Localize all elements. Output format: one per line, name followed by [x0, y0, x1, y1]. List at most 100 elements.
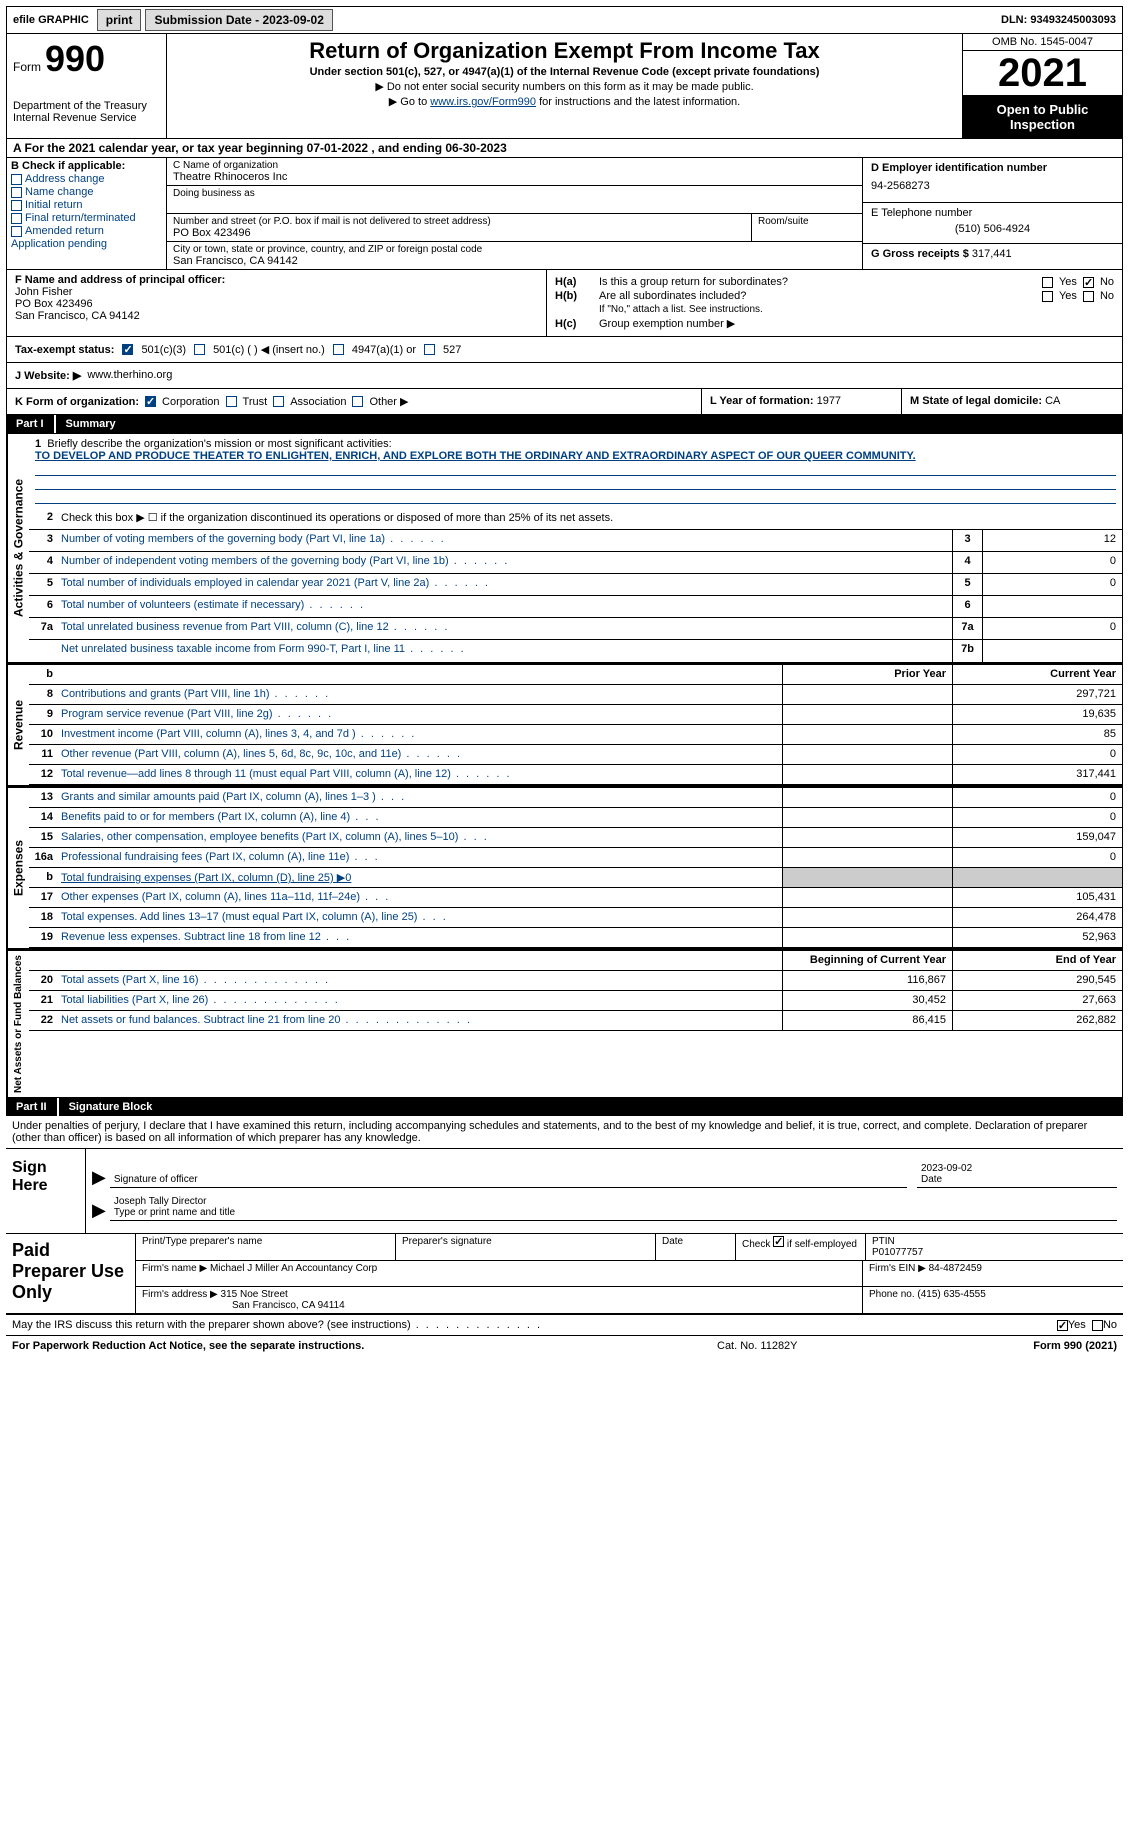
checkbox-final-return[interactable]	[11, 213, 22, 224]
submission-date-button[interactable]: Submission Date - 2023-09-02	[145, 9, 332, 31]
tel-value: (510) 506-4924	[871, 219, 1114, 239]
checkboxes-column: B Check if applicable: Address change Na…	[7, 158, 167, 269]
form-header: Form 990 Department of the Treasury Inte…	[6, 34, 1123, 139]
ha-no[interactable]	[1083, 277, 1094, 288]
ein-label: D Employer identification number	[871, 162, 1114, 174]
org-name-label: C Name of organization	[173, 160, 856, 171]
check-501c[interactable]	[194, 344, 205, 355]
summary-row: Net unrelated business taxable income fr…	[29, 640, 1122, 662]
revenue-row: 8 Contributions and grants (Part VIII, l…	[29, 685, 1122, 705]
open-inspection: Open to Public Inspection	[963, 96, 1122, 138]
check-assoc[interactable]	[273, 396, 284, 407]
org-name: Theatre Rhinoceros Inc	[173, 171, 856, 183]
summary-row: 5 Total number of individuals employed i…	[29, 574, 1122, 596]
sign-here-label: Sign Here	[6, 1149, 86, 1233]
netassets-section: Net Assets or Fund Balances Beginning of…	[6, 949, 1123, 1098]
gross-label: G Gross receipts $	[871, 248, 969, 260]
revenue-row: 10 Investment income (Part VIII, column …	[29, 725, 1122, 745]
gross-value: 317,441	[972, 248, 1012, 260]
dept-treasury: Department of the Treasury	[13, 100, 160, 112]
hb-no[interactable]	[1083, 291, 1094, 302]
paperwork-notice: For Paperwork Reduction Act Notice, see …	[12, 1340, 717, 1352]
ein-column: D Employer identification number 94-2568…	[862, 158, 1122, 269]
side-netassets: Net Assets or Fund Balances	[7, 951, 29, 1097]
box-b-title: B Check if applicable:	[11, 160, 162, 172]
expense-row: b Total fundraising expenses (Part IX, c…	[29, 868, 1122, 888]
officer-signature-field[interactable]: Signature of officer	[110, 1161, 907, 1188]
header-left: Form 990 Department of the Treasury Inte…	[7, 34, 167, 138]
discuss-no[interactable]	[1092, 1320, 1103, 1331]
period-row: A For the 2021 calendar year, or tax yea…	[6, 139, 1123, 158]
print-button[interactable]: print	[97, 9, 142, 31]
check-other[interactable]	[352, 396, 363, 407]
checkbox-amended[interactable]	[11, 226, 22, 237]
checkbox-name-change[interactable]	[11, 187, 22, 198]
org-city: San Francisco, CA 94142	[173, 255, 856, 267]
discuss-yes[interactable]	[1057, 1320, 1068, 1331]
city-label: City or town, state or province, country…	[173, 244, 856, 255]
ssn-note: ▶ Do not enter social security numbers o…	[173, 80, 956, 93]
part1-header: Part I Summary	[6, 415, 1123, 433]
paid-preparer-label: Paid Preparer Use Only	[6, 1234, 136, 1313]
header-center: Return of Organization Exempt From Incom…	[167, 34, 962, 138]
ha-yes[interactable]	[1042, 277, 1053, 288]
tax-year: 2021	[963, 51, 1122, 96]
form-container: efile GRAPHIC print Submission Date - 20…	[0, 0, 1129, 1362]
identity-block: B Check if applicable: Address change Na…	[6, 158, 1123, 270]
top-toolbar: efile GRAPHIC print Submission Date - 20…	[6, 6, 1123, 34]
netasset-row: 21 Total liabilities (Part X, line 26) 3…	[29, 991, 1122, 1011]
activities-section: Activities & Governance 1 Briefly descri…	[6, 433, 1123, 663]
summary-row: 6 Total number of volunteers (estimate i…	[29, 596, 1122, 618]
header-right: OMB No. 1545-0047 2021 Open to Public In…	[962, 34, 1122, 138]
room-suite-label: Room/suite	[752, 214, 862, 241]
summary-row: 3 Number of voting members of the govern…	[29, 530, 1122, 552]
officer-block: F Name and address of principal officer:…	[6, 270, 1123, 337]
ein-value: 94-2568273	[871, 174, 1114, 198]
form-number: 990	[45, 38, 105, 80]
arrow-icon: ▶	[92, 1200, 106, 1221]
side-expenses: Expenses	[7, 788, 29, 948]
preparer-block: Paid Preparer Use Only Print/Type prepar…	[6, 1234, 1123, 1315]
org-address: PO Box 423496	[173, 227, 745, 239]
checkbox-address-change[interactable]	[11, 174, 22, 185]
part2-header: Part II Signature Block	[6, 1098, 1123, 1116]
expense-row: 15 Salaries, other compensation, employe…	[29, 828, 1122, 848]
cat-number: Cat. No. 11282Y	[717, 1340, 917, 1352]
dln-label: DLN: 93493245003093	[1001, 14, 1122, 26]
revenue-section: Revenue b Prior Year Current Year 8 Cont…	[6, 663, 1123, 786]
mission-text: TO DEVELOP AND PRODUCE THEATER TO ENLIGH…	[35, 450, 1116, 462]
form-footer: Form 990 (2021)	[917, 1340, 1117, 1352]
expense-row: 14 Benefits paid to or for members (Part…	[29, 808, 1122, 828]
officer-name: John Fisher	[15, 286, 538, 298]
expense-row: 16a Professional fundraising fees (Part …	[29, 848, 1122, 868]
summary-row: 4 Number of independent voting members o…	[29, 552, 1122, 574]
dba-label: Doing business as	[173, 188, 856, 199]
tax-status-row: Tax-exempt status: 501(c)(3) 501(c) ( ) …	[6, 337, 1123, 363]
irs-link[interactable]: www.irs.gov/Form990	[430, 96, 536, 108]
check-corp[interactable]	[145, 396, 156, 407]
expense-row: 17 Other expenses (Part IX, column (A), …	[29, 888, 1122, 908]
group-return-info: H(a) Is this a group return for subordin…	[547, 270, 1122, 336]
check-4947[interactable]	[333, 344, 344, 355]
org-form-row: K Form of organization: Corporation Trus…	[6, 389, 1123, 415]
officer-city: San Francisco, CA 94142	[15, 310, 538, 322]
check-527[interactable]	[424, 344, 435, 355]
form-word: Form	[13, 60, 41, 74]
officer-info: F Name and address of principal officer:…	[7, 270, 547, 336]
form-subtitle: Under section 501(c), 527, or 4947(a)(1)…	[173, 66, 956, 78]
checkbox-initial-return[interactable]	[11, 200, 22, 211]
omb-number: OMB No. 1545-0047	[963, 34, 1122, 51]
revenue-row: 9 Program service revenue (Part VIII, li…	[29, 705, 1122, 725]
hb-yes[interactable]	[1042, 291, 1053, 302]
website-row: J Website: ▶ www.therhino.org	[6, 363, 1123, 389]
expense-row: 13 Grants and similar amounts paid (Part…	[29, 788, 1122, 808]
goto-note: ▶ Go to www.irs.gov/Form990 for instruct…	[173, 95, 956, 108]
officer-addr: PO Box 423496	[15, 298, 538, 310]
side-revenue: Revenue	[7, 665, 29, 785]
tel-label: E Telephone number	[871, 207, 1114, 219]
check-trust[interactable]	[226, 396, 237, 407]
check-501c3[interactable]	[122, 344, 133, 355]
form-title: Return of Organization Exempt From Incom…	[173, 38, 956, 64]
check-self-employed[interactable]	[773, 1236, 784, 1247]
efile-label: efile GRAPHIC	[7, 14, 95, 26]
